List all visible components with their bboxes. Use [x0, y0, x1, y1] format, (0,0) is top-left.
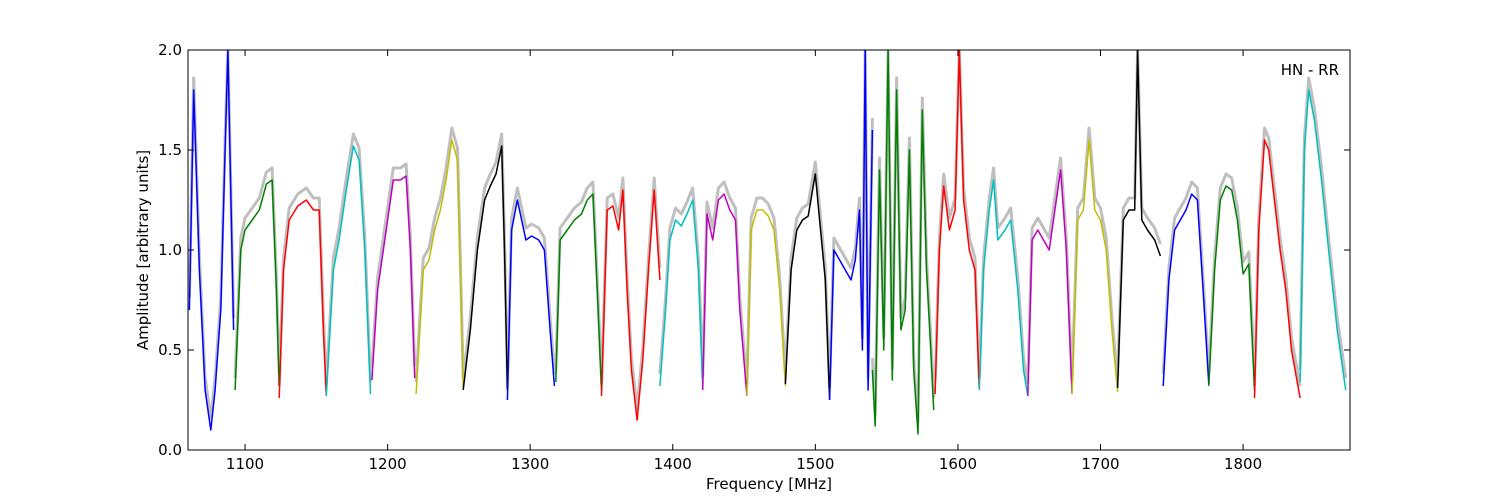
background-trace-21	[1116, 50, 1162, 377]
series-line-11	[659, 199, 704, 387]
y-axis: 0.0 0.5 1.0 1.5 2.0	[158, 41, 1350, 459]
series-line-22	[1162, 193, 1210, 387]
background-trace-18	[977, 166, 1030, 385]
background-trace-24	[1253, 126, 1302, 387]
y-tick-label-4: 2.0	[158, 41, 182, 59]
background-trace-25	[1298, 76, 1348, 379]
y-tick-label-1: 0.5	[158, 341, 182, 359]
series-line-1	[188, 50, 235, 431]
x-tick-label-1300: 1300	[511, 455, 549, 473]
chart-annotation: HN - RR	[1281, 61, 1339, 79]
background-trace-20	[1070, 126, 1120, 383]
series-line-14	[784, 173, 831, 401]
series-line-10	[600, 189, 661, 421]
background-trace-23	[1207, 172, 1256, 379]
series-line-4	[325, 145, 372, 397]
x-tick-label-1600: 1600	[939, 455, 977, 473]
series-line-17	[934, 50, 981, 395]
series-line-7	[462, 145, 509, 391]
series-line-21	[1116, 50, 1162, 389]
series-line-24	[1253, 139, 1301, 399]
background-trace-22	[1161, 180, 1211, 375]
plot-area	[188, 50, 1348, 435]
x-axis-label: Frequency [MHz]	[706, 475, 832, 493]
x-tick-label-1500: 1500	[796, 455, 834, 473]
background-trace-19	[1026, 156, 1074, 385]
x-tick-label-1700: 1700	[1081, 455, 1119, 473]
x-tick-label-1100: 1100	[226, 455, 264, 473]
background-trace-8	[505, 186, 556, 389]
series-line-23	[1208, 185, 1256, 391]
series-line-20	[1071, 139, 1119, 395]
background-trace-4	[324, 132, 372, 385]
series-line-6	[415, 139, 464, 395]
x-tick-label-1200: 1200	[369, 455, 407, 473]
plot-frame	[187, 49, 1351, 451]
series-line-8	[506, 199, 556, 401]
series-line-3	[278, 199, 328, 399]
series-line-16	[871, 50, 935, 435]
y-tick-label-2: 1.0	[158, 241, 182, 259]
series-line-9	[555, 193, 603, 391]
series-line-5	[371, 175, 416, 381]
x-tick-label-1400: 1400	[654, 455, 692, 473]
background-trace-13	[745, 196, 787, 385]
y-tick-label-3: 1.5	[158, 141, 182, 159]
series-line-12	[701, 193, 748, 397]
series-line-25	[1299, 89, 1347, 391]
y-axis-label: Amplitude [arbitrary units]	[134, 150, 152, 350]
series-line-13	[746, 209, 787, 397]
x-tick-label-1800: 1800	[1224, 455, 1262, 473]
background-trace-14	[783, 160, 832, 389]
series-line-18	[978, 179, 1029, 397]
series-line-19	[1027, 169, 1073, 397]
series-line-15	[828, 50, 874, 401]
y-tick-label-0: 0.0	[158, 441, 182, 459]
x-axis: 1100 1200 1300 1400 1500 1600 1700 1800	[226, 50, 1262, 473]
series-line-2	[234, 179, 280, 391]
